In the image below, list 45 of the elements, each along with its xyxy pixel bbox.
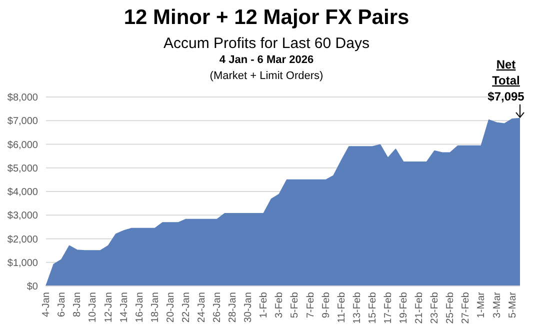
x-tick-label: 17-Feb bbox=[383, 292, 394, 324]
y-tick-label: $1,000 bbox=[7, 258, 38, 269]
x-tick-label: 13-Feb bbox=[352, 292, 363, 324]
y-tick-label: $2,000 bbox=[7, 234, 38, 246]
text: (Market + Limit Orders) bbox=[210, 70, 324, 82]
x-tick-label: 16-Jan bbox=[134, 292, 146, 323]
y-tick-label: $8,000 bbox=[7, 92, 38, 104]
x-tick-label: 6-Jan bbox=[56, 292, 68, 318]
x-tick-label: 8-Jan bbox=[72, 292, 84, 318]
chart-title: 12 Minor + 12 Major FX Pairs bbox=[122, 6, 410, 30]
y-tick-label: $3,000 bbox=[7, 210, 38, 222]
x-tick-label: 7-Feb bbox=[305, 292, 316, 318]
x-tick-label: 1-Mar bbox=[476, 291, 488, 318]
x-tick-label: 5-Mar bbox=[507, 291, 518, 318]
x-tick-label: 1-Feb bbox=[258, 292, 270, 318]
x-tick-label: 24-Jan bbox=[196, 292, 208, 323]
x-tick-label: 12-Jan bbox=[103, 292, 114, 323]
x-tick-label: 27-Feb bbox=[460, 292, 472, 324]
x-tick-label: 9-Feb bbox=[320, 292, 332, 318]
y-tick-label: $6,000 bbox=[7, 140, 38, 151]
x-tick-label: 23-Feb bbox=[430, 292, 441, 324]
x-tick-label: 18-Jan bbox=[150, 292, 161, 323]
x-tick-label: 4-Jan bbox=[41, 292, 52, 318]
text: 4 Jan - 6 Mar 2026 bbox=[219, 54, 314, 66]
x-tick-label: 22-Jan bbox=[180, 292, 192, 323]
x-tick-label: 19-Feb bbox=[398, 292, 410, 324]
y-tick-label: $4,000 bbox=[7, 187, 38, 198]
x-tick-label: 14-Jan bbox=[118, 292, 130, 323]
x-tick-label: 15-Feb bbox=[367, 292, 378, 324]
x-tick-label: 28-Jan bbox=[228, 292, 239, 323]
x-tick-label: 20-Jan bbox=[165, 292, 176, 323]
x-tick-label: 5-Feb bbox=[290, 292, 301, 318]
y-tick-label: $7,000 bbox=[7, 116, 38, 128]
annotation: Net Total $7,095 bbox=[488, 57, 525, 104]
x-tick-label: 26-Jan bbox=[212, 292, 224, 323]
x-tick-label: 10-Jan bbox=[88, 292, 99, 323]
x-tick-label: 3-Mar bbox=[492, 291, 503, 318]
y-tick-label: $5,000 bbox=[7, 163, 38, 174]
x-tick-label: 3-Feb bbox=[274, 292, 286, 318]
x-tick-label: 30-Jan bbox=[243, 292, 254, 323]
y-tick-label: $0 bbox=[26, 282, 38, 293]
x-tick-label: 25-Feb bbox=[445, 292, 456, 324]
x-tick-label: 11-Feb bbox=[336, 292, 348, 323]
chart-subtitle: Accum Profits for Last 60 Days bbox=[162, 35, 370, 52]
x-tick-label: 21-Feb bbox=[414, 292, 426, 324]
